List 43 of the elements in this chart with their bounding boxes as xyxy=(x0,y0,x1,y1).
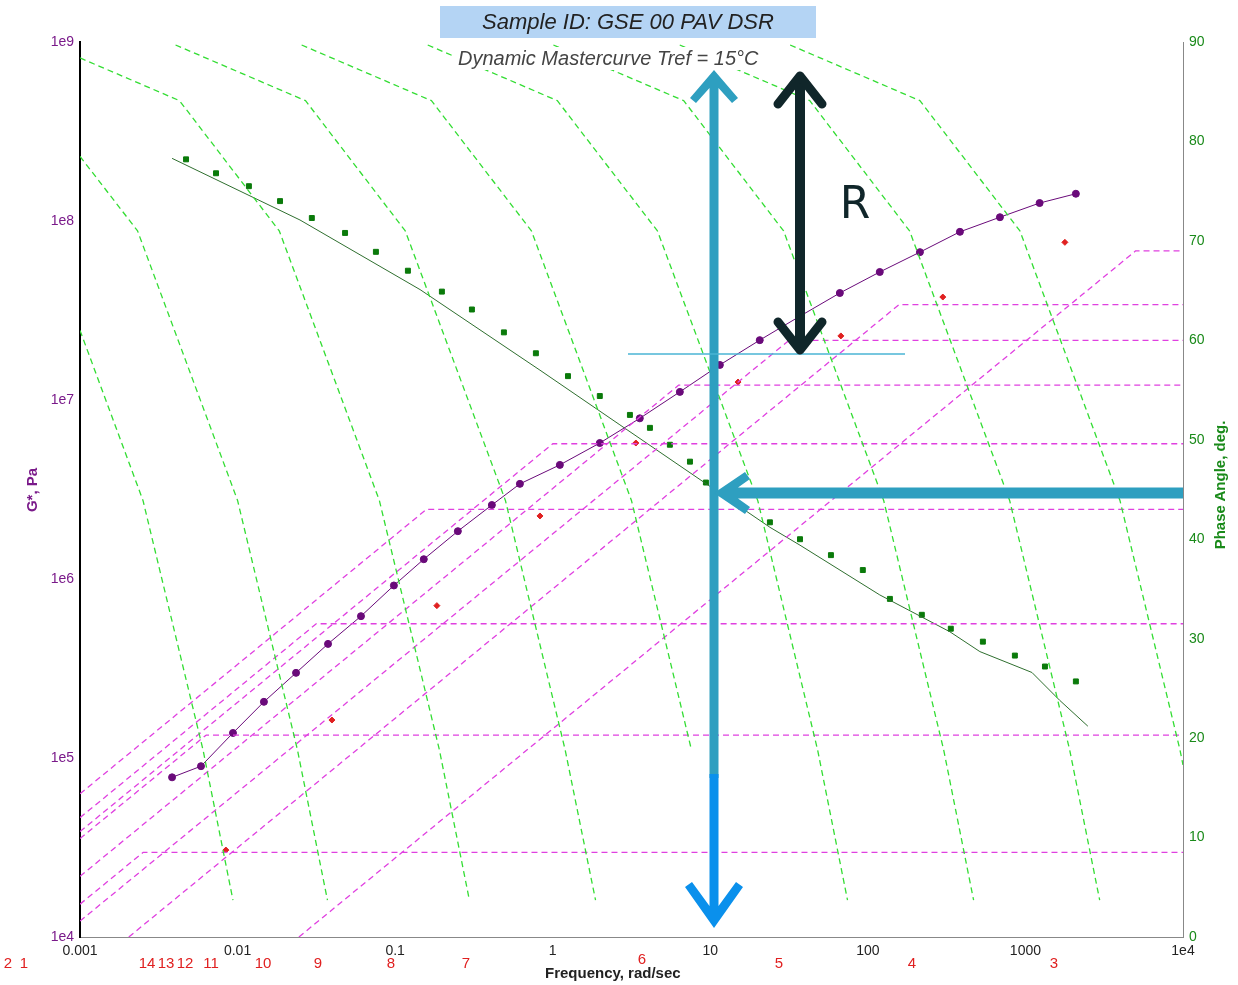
text: 1 xyxy=(19,953,29,971)
text: 6 xyxy=(637,949,647,967)
text: 11 xyxy=(203,953,219,971)
x-tick-label: 10 xyxy=(702,942,719,959)
y2-tick-label: 90 xyxy=(1189,32,1205,49)
chart-title: Sample ID: GSE 00 PAV DSR xyxy=(440,6,816,38)
y-tick-label: 1e9 xyxy=(50,32,75,49)
chart-subtitle: Dynamic Mastercurve Tref = 15°C xyxy=(455,47,762,70)
y2-tick-label: 10 xyxy=(1189,828,1205,845)
x-tick-label: 1000 xyxy=(1009,942,1042,959)
y2-tick-label: 30 xyxy=(1189,629,1205,646)
y2-tick-label: 0 xyxy=(1189,927,1197,944)
text: 12 xyxy=(176,953,194,971)
y-tick-label: 1e5 xyxy=(50,748,75,765)
text: 10 xyxy=(254,953,272,971)
x-tick-label: 0.01 xyxy=(223,942,252,959)
x-tick-label: 100 xyxy=(856,942,880,959)
text: 13 xyxy=(157,953,175,971)
y2-tick-label: 60 xyxy=(1189,331,1205,348)
text: 5 xyxy=(774,953,784,971)
y-tick-label: 1e4 xyxy=(50,927,75,944)
y-tick-label: 1e6 xyxy=(50,569,75,586)
x-tick-label: 0.001 xyxy=(62,942,98,959)
text: 3 xyxy=(1049,953,1059,971)
text: 7 xyxy=(461,953,471,971)
x-tick-label: 0.1 xyxy=(385,942,406,959)
annotation: R xyxy=(839,176,871,228)
text: 2 xyxy=(3,953,13,971)
y-tick-label: 1e8 xyxy=(50,211,75,228)
y2-tick-label: 20 xyxy=(1189,728,1205,745)
y2-tick-label: 70 xyxy=(1189,231,1205,248)
text: 14 xyxy=(138,953,156,971)
y2-tick-label: 80 xyxy=(1189,132,1205,149)
y-tick-label: 1e7 xyxy=(50,390,75,407)
text: 4 xyxy=(907,953,917,971)
x-axis-title: Frequency, rad/sec xyxy=(545,964,681,981)
x-tick-label: 1e4 xyxy=(1171,942,1195,959)
y2-tick-label: 40 xyxy=(1189,530,1205,547)
y-axis-title: G*, Pa xyxy=(22,467,40,513)
y2-tick-label: 50 xyxy=(1189,430,1205,447)
y2-axis-title: Phase Angle, deg. xyxy=(1210,420,1228,550)
x-tick-label: 1 xyxy=(548,942,557,959)
text: 9 xyxy=(313,953,323,971)
